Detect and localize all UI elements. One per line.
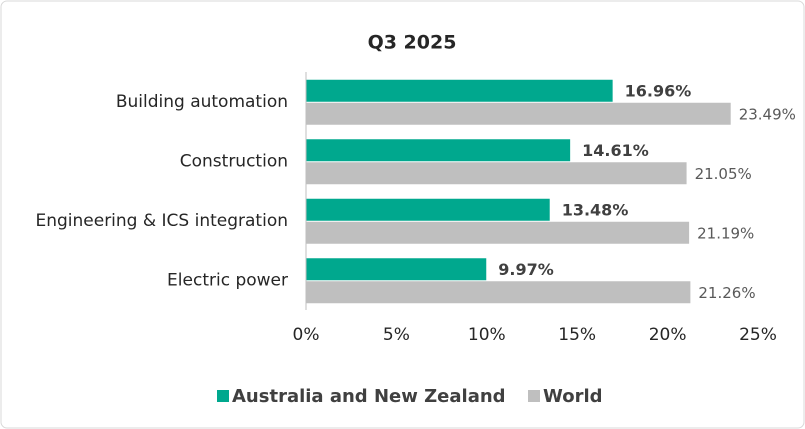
bar	[306, 198, 550, 221]
value-label: 21.19%	[697, 224, 754, 242]
bar	[306, 281, 691, 304]
bar	[306, 102, 731, 125]
x-tick-label: 0%	[293, 325, 320, 345]
x-tick-label: 20%	[649, 325, 687, 345]
y-tick-label: Building automation	[116, 92, 288, 112]
y-tick-label: Construction	[180, 151, 288, 171]
value-label: 14.61%	[582, 141, 649, 160]
chart-title: Q3 2025	[368, 32, 457, 54]
x-tick-label: 10%	[468, 325, 506, 345]
x-tick-label: 25%	[739, 325, 777, 345]
legend-swatch	[217, 390, 229, 402]
bar	[306, 221, 690, 244]
value-label: 16.96%	[625, 81, 692, 100]
y-tick-label: Electric power	[167, 270, 288, 290]
bar	[306, 258, 487, 281]
y-tick-label: Engineering & ICS integration	[35, 211, 288, 231]
value-label: 9.97%	[498, 260, 554, 279]
bar	[306, 162, 687, 185]
x-tick-label: 15%	[558, 325, 596, 345]
bar	[306, 139, 571, 162]
legend-label: Australia and New Zealand	[232, 386, 506, 407]
value-label: 21.26%	[698, 284, 755, 302]
value-label: 21.05%	[695, 165, 752, 183]
legend-label: World	[543, 386, 603, 407]
legend-swatch	[528, 390, 540, 402]
x-tick-label: 5%	[383, 325, 410, 345]
bar	[306, 79, 613, 102]
value-label: 23.49%	[739, 105, 796, 123]
value-label: 13.48%	[562, 200, 629, 219]
